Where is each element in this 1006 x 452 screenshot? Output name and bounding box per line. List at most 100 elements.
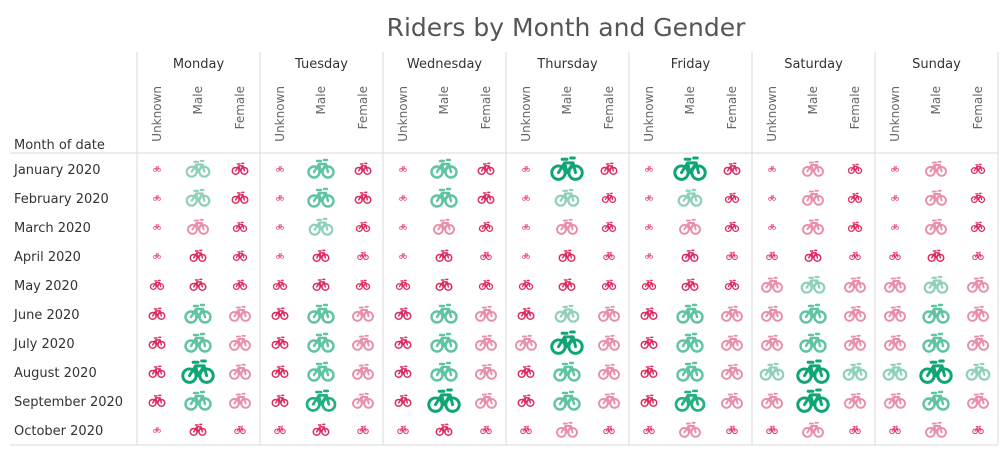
bicycle-icon [550,156,584,181]
bicycle-icon [676,361,704,382]
bicycle-icon [603,251,615,261]
bicycle-icon [844,392,866,409]
bicycle-icon [970,163,986,175]
bicycle-icon [189,423,207,437]
bicycle-icon [723,162,741,176]
bicycle-icon [802,218,824,235]
bicycle-icon [674,389,706,412]
gender-header: Unknown [396,86,410,142]
bicycle-icon [800,275,826,294]
bicycle-icon [307,303,335,324]
bicycle-icon [645,224,653,230]
gender-header: Male [314,86,328,114]
gender-header: Male [437,86,451,114]
bicycle-icon [232,221,248,233]
gender-header: Male [929,86,943,114]
bicycle-icon [153,195,161,201]
bicycle-icon [726,251,738,261]
bicycle-icon [184,303,212,324]
bicycle-icon [181,359,215,384]
bicycle-icon [601,192,617,204]
bicycle-icon [761,305,783,322]
bicycle-icon [759,362,785,381]
month-label: January 2020 [13,163,101,178]
bicycle-icon [307,187,335,208]
bicycle-icon [556,218,578,235]
bicycle-icon [520,425,532,435]
bicycle-icon [271,394,289,408]
bicycle-icon [556,421,578,438]
bicycle-icon [891,224,899,230]
bicycle-icon [354,191,372,205]
gender-header: Unknown [150,86,164,142]
column-headers: Monday Unknown Male Female Tuesday Unknown Mal… [150,57,985,142]
bicycle-icon [679,218,701,235]
bicycle-icon [967,334,989,351]
bicycle-icon [847,221,863,233]
gender-header: Male [191,86,205,114]
bicycle-icon [148,307,166,321]
bicycle-icon [229,363,251,380]
bicycle-icon [234,425,246,435]
bicycle-icon [889,425,901,435]
month-label: March 2020 [14,221,91,236]
bicycle-icon [430,187,458,208]
bicycle-icon [640,394,658,408]
bicycle-icon [641,279,657,291]
bicycle-icon [399,224,407,230]
bicycle-icon [153,166,161,172]
bicycle-icon [677,188,703,207]
bicycle-icon [187,218,209,235]
bicycle-icon [305,389,337,412]
bicycle-icon [272,279,288,291]
bicycle-icon [600,162,618,176]
bicycle-icon [433,218,455,235]
bicycle-icon [598,363,620,380]
bicycle-icon [430,158,458,179]
bicycle-icon [889,251,901,261]
bicycle-icon [847,192,863,204]
bicycle-icon [399,195,407,201]
bicycle-icon [558,249,576,263]
bicycle-icon [153,253,161,259]
bicycle-icon [480,425,492,435]
bicycle-icon [517,365,535,379]
bicycle-icon [276,253,284,259]
bicycle-icon [312,249,330,263]
gender-header: Unknown [519,86,533,142]
gender-header: Female [233,86,247,129]
gender-header: Female [725,86,739,129]
day-header: Wednesday [407,57,483,72]
bicycle-icon [478,221,494,233]
bicycle-icon [184,390,212,411]
bicycle-icon [603,425,615,435]
bicycle-icon [849,425,861,435]
bicycle-icon [681,278,699,292]
bicycle-icon [430,361,458,382]
gender-header: Male [683,86,697,114]
bicycle-icon [676,303,704,324]
month-label: August 2020 [14,366,97,381]
bicycle-icon [357,425,369,435]
gender-header: Male [560,86,574,114]
bicycle-icon [802,160,824,177]
day-header: Friday [671,57,711,72]
bicycle-icon [430,332,458,353]
bicycle-icon [645,166,653,172]
bicycle-icon [923,275,949,294]
bicycle-icon [724,279,740,291]
bicycle-icon [891,195,899,201]
bicycle-icon [972,251,984,261]
bicycle-icon [724,192,740,204]
bicycle-icon [518,279,534,291]
bicycle-icon [550,330,584,355]
bicycle-icon [766,251,778,261]
bicycle-icon [558,278,576,292]
bicycle-icon [673,156,707,181]
bicycle-icon [967,392,989,409]
bicycle-icon [927,249,945,263]
bicycle-icon [965,362,991,381]
bicycle-icon [232,279,248,291]
bicycle-icon [189,249,207,263]
